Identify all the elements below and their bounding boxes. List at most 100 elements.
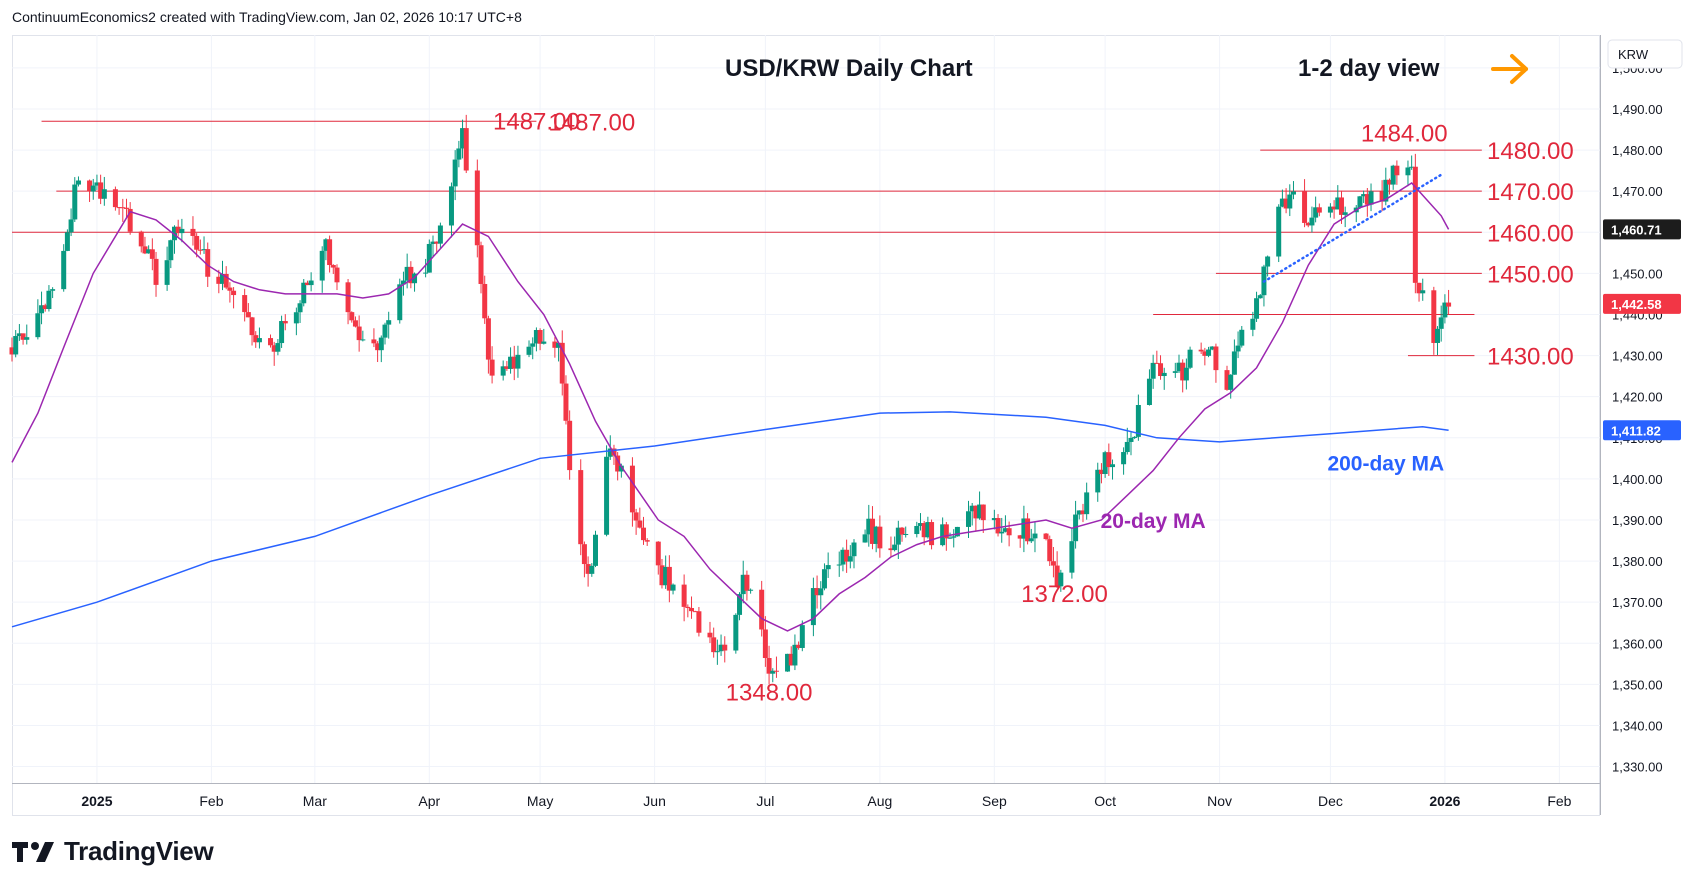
candle-body (951, 536, 957, 538)
candle-body (999, 531, 1005, 534)
candle-body (1209, 346, 1215, 350)
candle-body (1006, 528, 1012, 536)
candle-body (20, 333, 26, 340)
candle-body (770, 670, 776, 674)
candle-body (980, 504, 986, 521)
candle-body (629, 465, 635, 513)
candle-body (810, 588, 816, 626)
candle-body (1279, 198, 1285, 207)
candle-body (1054, 565, 1060, 587)
candle-body (1121, 452, 1127, 465)
candle-body (563, 383, 569, 421)
candle-body (637, 520, 643, 528)
candle-body (1102, 452, 1108, 475)
candle-body (474, 170, 480, 246)
candle-body (1420, 290, 1426, 294)
candle-body (378, 337, 384, 351)
candle-body (50, 289, 56, 291)
last-value-label: 1,442.58 (1611, 297, 1662, 312)
candle-body (112, 189, 118, 208)
candle-body (592, 534, 598, 566)
candle-body (1206, 349, 1212, 356)
currency-label-box[interactable] (1607, 39, 1683, 69)
candle-body (227, 287, 233, 291)
y-tick-label: 1,390.00 (1612, 513, 1663, 528)
candle-body (659, 565, 665, 586)
candle-body (142, 246, 148, 254)
candle-body (64, 232, 70, 251)
candle-body (1283, 198, 1289, 209)
candle-body (1383, 179, 1389, 202)
candle-body (153, 258, 159, 285)
candle-body (423, 272, 429, 274)
candle-body (87, 180, 93, 192)
candle-body (168, 240, 174, 261)
candle-body (245, 312, 251, 318)
ma-20-line (11, 182, 1450, 632)
candle-body (556, 342, 562, 348)
annotations: 1487.00 1484.00 1348.00 1372.00 20-day MA 200… (493, 108, 1448, 706)
candle-body (541, 341, 547, 344)
candle-body (282, 321, 288, 324)
candle-body (537, 330, 543, 344)
candle-body (644, 540, 650, 542)
tradingview-brand[interactable]: TradingView (12, 836, 214, 867)
candle-body (75, 180, 81, 185)
candle-body (1265, 256, 1271, 267)
candle-body (319, 250, 325, 281)
candle-body (836, 564, 842, 566)
candle-body (799, 625, 805, 648)
last-value-label: 1,460.71 (1611, 222, 1662, 237)
candle-body (1316, 207, 1322, 213)
candle-body (1412, 166, 1418, 283)
candle-body (1172, 371, 1178, 373)
candle-body (430, 241, 436, 244)
candle-body (1379, 191, 1385, 202)
candle-body (589, 565, 595, 574)
y-tick-label: 1,380.00 (1612, 554, 1663, 569)
candle-body (463, 128, 469, 171)
candle-body (61, 250, 67, 290)
candle-body (696, 611, 702, 633)
x-tick-label: Aug (867, 793, 892, 809)
candle-body (216, 276, 222, 284)
candle-body (504, 366, 510, 369)
candle-body (397, 284, 403, 321)
candle-body (1235, 345, 1241, 352)
candle-body (666, 566, 672, 591)
candle-body (762, 629, 768, 659)
candle-body (670, 584, 676, 591)
candle-body (304, 282, 310, 286)
candle-body (231, 290, 237, 296)
candle-body (448, 186, 454, 226)
candle-body (1357, 196, 1363, 208)
level-label: 1470.00 (1487, 179, 1574, 206)
candle-body (748, 589, 754, 591)
candle-body (1095, 469, 1101, 493)
time-axis[interactable]: 2025 Feb Mar Apr May Jun Jul Aug Sep Oct Nov Dec 202… (81, 793, 1571, 809)
candle-body (1047, 539, 1053, 562)
candle-body (13, 336, 19, 355)
x-tick-label: Mar (303, 793, 327, 809)
candle-body (862, 534, 868, 543)
candle-body (123, 207, 129, 209)
x-tick-label: Feb (1547, 793, 1571, 809)
candle-body (460, 128, 466, 149)
currency-label[interactable]: KRW (1618, 47, 1649, 62)
candle-body (426, 243, 432, 273)
candle-body (98, 182, 104, 199)
level-label: 1450.00 (1487, 261, 1574, 288)
candle-body (641, 527, 647, 541)
price-axis[interactable]: 1,330.00 1,340.00 1,350.00 1,360.00 1,370.00… (1612, 61, 1663, 775)
x-tick-label: Apr (418, 793, 440, 809)
candle-body (1386, 179, 1392, 185)
candle-body (1446, 302, 1452, 307)
candle-body (68, 219, 74, 233)
chart-attribution: ContinuumEconomics2 created with Trading… (12, 9, 522, 25)
candle-body (899, 527, 905, 535)
candle-body (840, 549, 846, 565)
candle-body (711, 637, 717, 653)
candle-body (1076, 510, 1082, 515)
candle-body (1176, 362, 1182, 372)
